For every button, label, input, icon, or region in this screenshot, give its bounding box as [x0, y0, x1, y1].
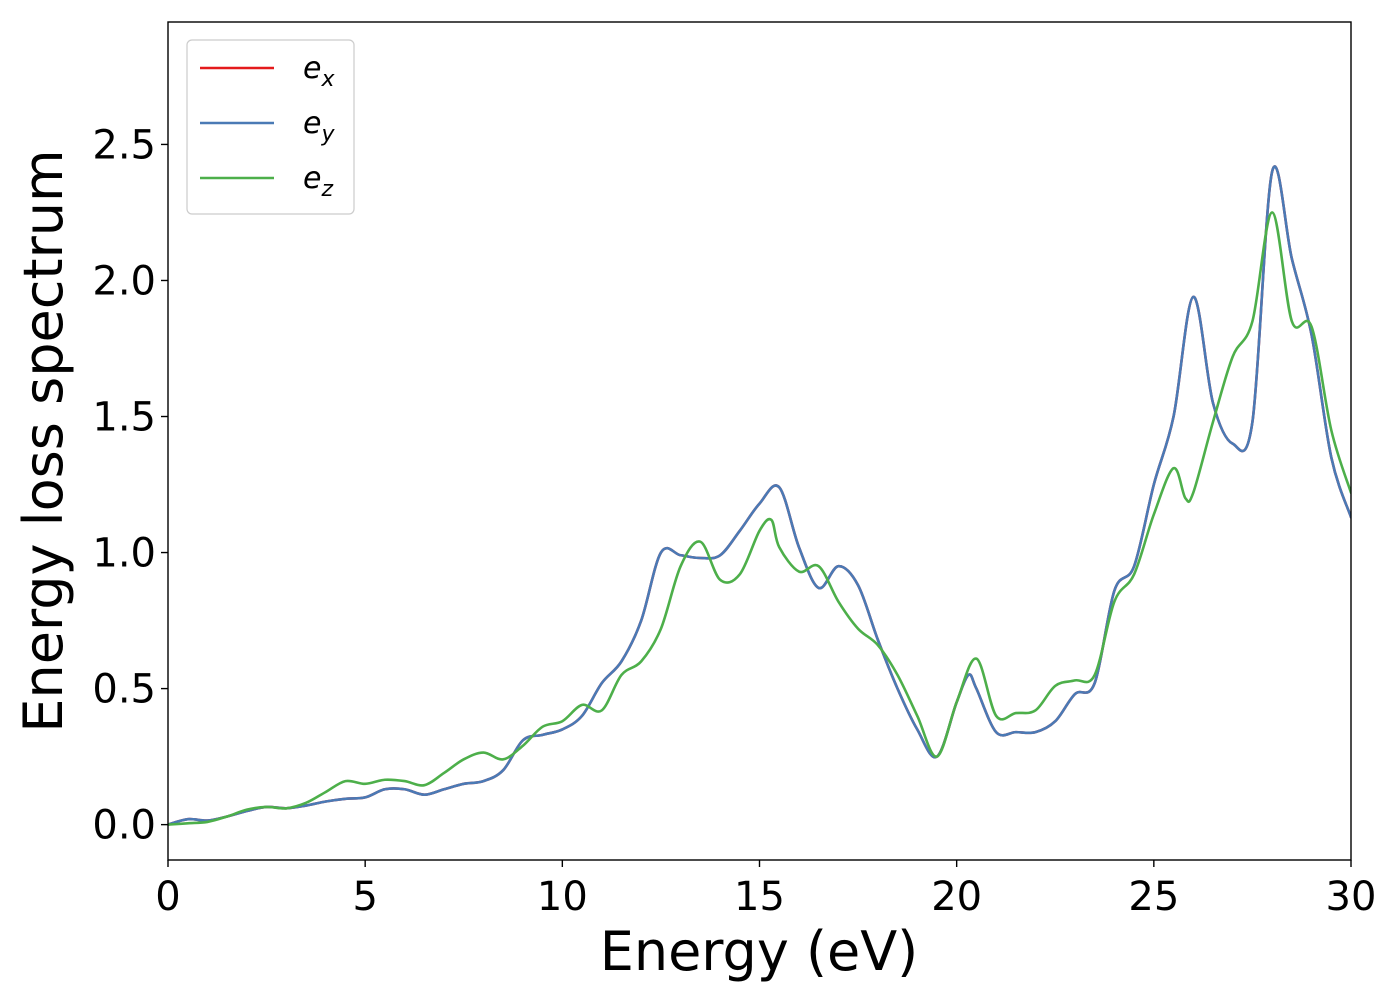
- series-line-ex: [168, 165, 1351, 826]
- x-axis: 0 5 10 15 20 25 30: [155, 860, 1376, 920]
- legend-items: ex ey ez: [200, 51, 335, 202]
- x-tick-label: 30: [1326, 874, 1377, 920]
- y-tick-label: 1.5: [92, 395, 156, 441]
- series-line-ey: [168, 165, 1351, 826]
- x-tick-label: 25: [1128, 874, 1179, 920]
- y-tick-label: 1.0: [92, 531, 156, 577]
- y-tick-label: 0.0: [92, 803, 156, 849]
- y-axis-title: Energy loss spectrum: [12, 149, 75, 732]
- x-tick-label: 0: [155, 874, 180, 920]
- y-tick-label: 0.5: [92, 667, 156, 713]
- legend-box: [186, 39, 355, 215]
- x-axis-title: Energy (eV): [600, 920, 919, 983]
- legend-label-ey: ey: [303, 106, 335, 147]
- y-tick-label: 2.5: [92, 122, 156, 168]
- series-layer: [168, 165, 1351, 826]
- legend-label-ez: ez: [303, 161, 333, 202]
- legend: ex ey ez: [186, 39, 355, 215]
- y-axis: 0.0 0.5 1.0 1.5 2.0 2.5: [92, 122, 168, 849]
- legend-label-ex: ex: [303, 51, 335, 92]
- y-tick-label: 2.0: [92, 258, 156, 304]
- x-tick-label: 10: [537, 874, 588, 920]
- x-tick-label: 15: [734, 874, 785, 920]
- x-tick-label: 20: [931, 874, 982, 920]
- series-line-ez: [168, 211, 1351, 826]
- x-tick-label: 5: [352, 874, 377, 920]
